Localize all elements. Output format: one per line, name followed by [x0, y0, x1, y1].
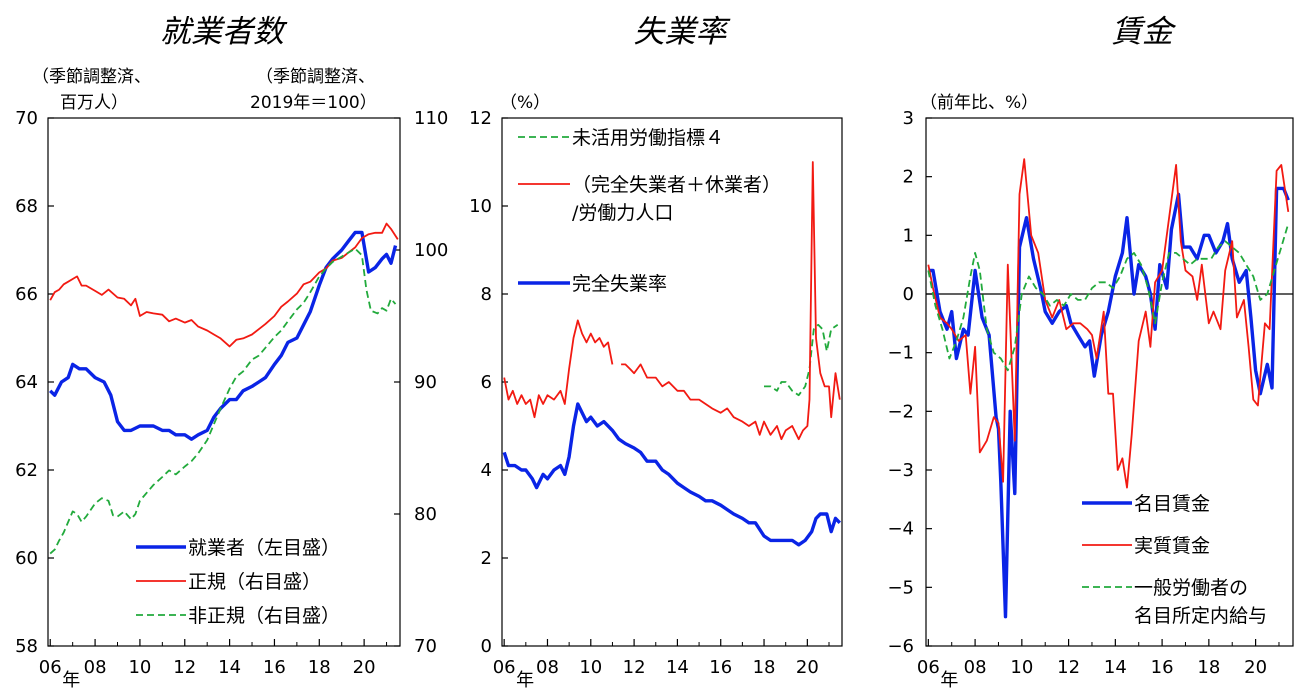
series-line-2	[502, 402, 842, 547]
x-tick-label: 16	[709, 657, 732, 678]
legend-label-line-2: /労働力人口	[572, 202, 673, 224]
y-tick-label: 3	[903, 108, 914, 129]
legend-label: 正規（右目盛）	[188, 571, 321, 593]
y-tick-label: 60	[15, 548, 38, 569]
y-tick-label: 64	[15, 372, 38, 393]
x-tick-label: 14	[218, 657, 241, 678]
x-tick-label: 20	[796, 657, 819, 678]
x-tick-label: 16	[1151, 657, 1174, 678]
y-tick-label: 0	[481, 636, 492, 657]
series-line-0	[49, 230, 398, 441]
x-axis-label: 年	[516, 670, 534, 691]
x-tick-label: 12	[1057, 657, 1080, 678]
series-line-2	[49, 247, 397, 555]
x-tick-label: 12	[623, 657, 646, 678]
y-tick-label: 2	[903, 167, 914, 188]
legend-label: 実質賃金	[1134, 535, 1210, 557]
x-tick-label: 08	[536, 657, 559, 678]
legend-label: 一般労働者の	[1134, 577, 1248, 599]
chart-title-wages: 賃金	[1111, 14, 1177, 50]
x-tick-label: 10	[1010, 657, 1033, 678]
chart-panel-employment: 就業者数 （季節調整済、 百万人） （季節調整済、 2019年＝100） 58 6…	[15, 14, 448, 691]
y-tick-label: 66	[15, 284, 38, 305]
y-tick-label: 62	[15, 460, 38, 481]
chart-layer: 0 2 4 6 8 10 12 06 08 10 12 14 16 18 20 年	[469, 108, 843, 691]
chart-title-employment: 就業者数	[160, 14, 288, 50]
x-tick-label: 06	[917, 657, 940, 678]
y-tick-label: 12	[469, 108, 492, 129]
x-tick-label: 06	[493, 657, 516, 678]
x-tick-label: 16	[263, 657, 286, 678]
x-tick-label: 14	[1104, 657, 1127, 678]
chart-title-unemployment: 失業率	[634, 14, 731, 50]
x-tick-label: 18	[308, 657, 331, 678]
y-tick-label: −3	[887, 460, 914, 481]
y2-tick-label: 90	[414, 372, 437, 393]
plot-frame	[925, 117, 1294, 647]
y-tick-label: −2	[887, 401, 914, 422]
x-tick-label: 20	[1244, 657, 1267, 678]
x-tick-label: 10	[579, 657, 602, 678]
right-unit-line-1: （季節調整済、	[256, 67, 375, 87]
legend-label-line-2: 名目所定内給与	[1134, 605, 1267, 627]
y2-tick-label: 70	[414, 636, 437, 657]
x-tick-label: 14	[666, 657, 689, 678]
y-tick-label: 10	[469, 196, 492, 217]
y-tick-label: −6	[887, 636, 914, 657]
series-line-0	[764, 323, 839, 397]
x-tick-label: 18	[1197, 657, 1220, 678]
x-tick-label: 18	[753, 657, 776, 678]
y-tick-label: −1	[887, 343, 914, 364]
series-line-0	[928, 186, 1290, 619]
legend-label: 就業者（左目盛）	[188, 537, 340, 559]
left-unit-line-2: 百万人）	[60, 93, 128, 113]
legend-label: 名目賃金	[1134, 493, 1210, 515]
right-unit-line-2: 2019年＝100）	[250, 93, 377, 113]
y-tick-label: 70	[15, 108, 38, 129]
legend-label: 完全失業率	[572, 273, 667, 295]
left-unit-line-1: （前年比、%）	[920, 93, 1038, 113]
y-tick-label: 58	[15, 636, 38, 657]
legend-employment: 就業者（左目盛） 正規（右目盛） 非正規（右目盛）	[136, 537, 340, 627]
series-line-1	[927, 158, 1290, 489]
y-tick-label: 2	[481, 548, 492, 569]
x-tick-label: 12	[173, 657, 196, 678]
x-tick-label: 06	[39, 657, 62, 678]
series-line-2	[927, 223, 1290, 372]
left-unit-line-1: （%）	[500, 93, 550, 113]
y-tick-label: 4	[481, 460, 492, 481]
legend-label: 非正規（右目盛）	[188, 605, 340, 627]
x-tick-label: 08	[964, 657, 987, 678]
y-tick-label: 68	[15, 196, 38, 217]
y-tick-label: 8	[481, 284, 492, 305]
legend-label: （完全失業者＋休業者）	[572, 174, 781, 196]
x-tick-label: 20	[353, 657, 376, 678]
y-tick-label: 1	[903, 225, 914, 246]
x-tick-label: 08	[84, 657, 107, 678]
y2-tick-label: 80	[414, 504, 437, 525]
series-line-1-seg1	[621, 161, 841, 441]
plot-frame	[501, 117, 843, 647]
left-unit-line-1: （季節調整済、	[32, 67, 151, 87]
y2-tick-label: 100	[414, 240, 448, 261]
chart-panel-unemployment: 失業率 （%） 0 2 4 6 8 10 12 06 08 10 12 14 16 18 20 年 未活用労働…	[469, 14, 843, 691]
series-line-1-seg0	[503, 319, 614, 419]
chart-layer: 58 60 62 64 66 68 70 70 80 90 100 110 06 08 10 12 14 16 18…	[15, 108, 448, 691]
x-axis-label: 年	[940, 670, 958, 691]
x-tick-label: 10	[128, 657, 151, 678]
legend-label: 未活用労働指標４	[572, 127, 724, 149]
y-tick-label: 0	[903, 284, 914, 305]
y-tick-label: −4	[887, 519, 914, 540]
y-tick-label: 6	[481, 372, 492, 393]
y-tick-label: −5	[887, 577, 914, 598]
x-axis-label: 年	[62, 670, 80, 691]
y2-tick-label: 110	[414, 108, 448, 129]
series-line-1	[49, 222, 399, 348]
